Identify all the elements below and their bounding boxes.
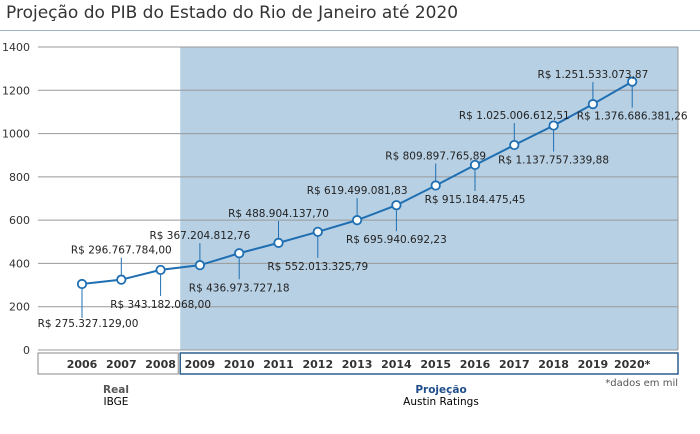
data-label: R$ 488.904.137,70 [228, 208, 329, 220]
data-point [155, 264, 166, 276]
label-leader-lines [81, 82, 633, 318]
x-tick-label: 2010 [224, 358, 255, 371]
x-tick-label: 2012 [302, 358, 333, 371]
y-tick-label: 600 [9, 214, 30, 227]
y-tick-label: 800 [9, 171, 30, 184]
data-label: R$ 367.204.812,76 [149, 230, 250, 242]
data-label: R$ 809.897.765,89 [385, 151, 486, 163]
y-tick-label: 400 [9, 257, 30, 270]
x-tick-label: 2009 [185, 358, 216, 371]
y-tick-label: 1000 [2, 128, 30, 141]
legend-real: Real IBGE [96, 384, 136, 408]
data-point [587, 99, 599, 110]
legend-real-label: Real [103, 384, 129, 396]
x-tick-label: 2015 [420, 358, 451, 371]
x-axis-projection-box [179, 352, 679, 375]
x-tick-label: 2017 [499, 358, 530, 371]
x-tick-label: 2006 [67, 358, 98, 371]
data-point [430, 180, 441, 191]
x-tick-label: 2013 [342, 358, 373, 371]
data-points [76, 76, 638, 290]
data-point [76, 278, 88, 290]
chart-title: Projeção do PIB do Estado do Rio de Jane… [6, 3, 459, 23]
x-tick-label: 2008 [145, 358, 176, 371]
x-tick-label: 2007 [106, 358, 137, 371]
data-label: R$ 275.327.129,00 [38, 318, 139, 330]
x-tick-label: 2020* [614, 358, 651, 371]
y-tick-label: 200 [9, 301, 30, 314]
x-tick-label: 2014 [381, 358, 412, 371]
data-point [194, 260, 205, 271]
data-labels: R$ 275.327.129,00 R$ 296.767.784,00 R$ 343… [38, 69, 688, 330]
data-label: R$ 296.767.784,00 [71, 245, 172, 257]
x-tick-label: 2019 [578, 358, 609, 371]
projection-shaded-area [180, 47, 678, 350]
x-tick-label: 2011 [263, 358, 294, 371]
data-label: R$ 436.973.727,18 [189, 282, 290, 294]
legend-projection-label: Projeção [415, 384, 467, 396]
data-label: R$ 1.251.533.073,87 [537, 69, 648, 81]
data-label: R$ 1.137.757.339,88 [498, 155, 609, 167]
data-label: R$ 343.182.068,00 [110, 299, 211, 311]
data-point [548, 120, 559, 131]
legend-real-source: IBGE [103, 396, 129, 408]
data-point [391, 200, 402, 211]
legend-projection: Projeção Austin Ratings [396, 384, 486, 408]
data-point [351, 215, 363, 226]
data-label: R$ 915.184.475,45 [425, 194, 526, 206]
data-point [509, 139, 520, 151]
data-label: R$ 552.013.325,79 [267, 261, 368, 273]
legend-projection-source: Austin Ratings [403, 396, 479, 408]
data-label: R$ 1.025.006.612,51 [459, 110, 570, 122]
title-divider [0, 30, 700, 31]
data-point [469, 159, 481, 171]
y-tick-label: 0 [23, 344, 30, 357]
units-note: *dados em mil [605, 378, 678, 389]
data-label: R$ 695.940.692,23 [346, 234, 447, 246]
gridlines [38, 46, 679, 351]
data-point [627, 76, 638, 87]
y-tick-label: 1400 [2, 41, 30, 54]
data-point [116, 274, 127, 285]
y-axis-ticks: 0 200 400 600 800 1000 1200 1400 [2, 41, 30, 357]
x-axis-real-box [37, 352, 179, 375]
y-tick-label: 1200 [2, 84, 30, 97]
x-axis-labels: 2006 2007 2008 2009 2010 2011 2012 2013 2014 2015… [67, 358, 651, 371]
x-tick-label: 2016 [460, 358, 491, 371]
x-tick-label: 2018 [538, 358, 569, 371]
data-label: R$ 619.499.081,83 [307, 185, 408, 197]
data-point [234, 248, 245, 259]
data-label: R$ 1.376.686.381,26 [577, 111, 688, 123]
data-point [312, 226, 323, 237]
data-point [273, 237, 284, 248]
